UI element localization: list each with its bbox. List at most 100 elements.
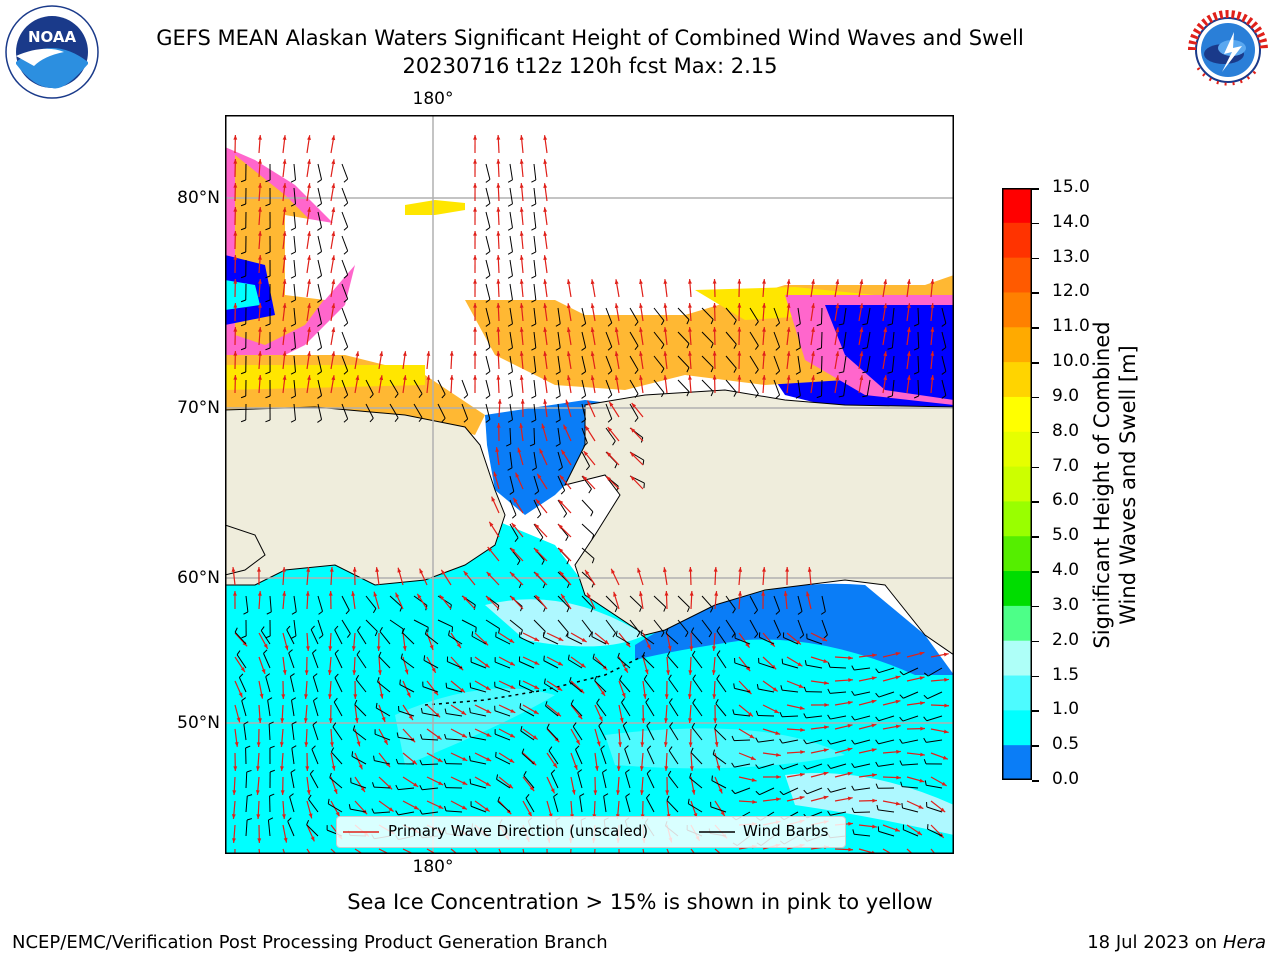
- colorbar-tick-label: 6.0: [1052, 490, 1080, 511]
- wave-arrow: [858, 824, 877, 829]
- wind-barb: [311, 745, 319, 765]
- wind-barb: [887, 355, 895, 374]
- wave-arrow: [587, 400, 596, 418]
- wind-barb: [838, 331, 847, 350]
- wind-barb: [485, 331, 491, 351]
- wave-arrow: [450, 728, 468, 738]
- nws-logo: [1182, 4, 1274, 96]
- wave-arrow: [930, 303, 935, 322]
- wave-arrow: [234, 848, 236, 854]
- wave-arrow: [306, 303, 311, 322]
- wind-barb: [485, 403, 491, 423]
- wave-arrow: [906, 676, 925, 682]
- colorbar-tick-mark: [1032, 466, 1039, 469]
- wave-arrow: [536, 473, 548, 490]
- wave-arrow: [306, 207, 311, 226]
- wave-arrow: [233, 230, 238, 250]
- wave-arrow: [639, 351, 644, 370]
- wave-arrow: [663, 375, 668, 394]
- wind-barb: [701, 331, 714, 349]
- wave-arrow: [810, 303, 815, 322]
- wave-arrow: [858, 327, 864, 346]
- wind-barb: [290, 331, 296, 351]
- wave-arrow: [546, 848, 548, 854]
- wave-arrow: [639, 303, 644, 322]
- wind-barb: [531, 379, 537, 399]
- wave-arrow: [493, 471, 500, 490]
- wave-arrow: [395, 592, 404, 610]
- wave-arrow: [330, 327, 336, 346]
- wind-barb: [289, 673, 295, 693]
- wind-barb: [312, 721, 319, 741]
- wave-arrow: [496, 374, 501, 394]
- wave-arrow: [279, 728, 284, 747]
- wave-arrow: [642, 680, 647, 699]
- wind-barb: [646, 745, 655, 765]
- wind-barb: [413, 619, 429, 633]
- wind-barb: [569, 677, 583, 693]
- wind-barb: [629, 355, 639, 375]
- wind-barb: [377, 677, 391, 693]
- wave-arrow: [543, 375, 548, 394]
- wave-arrow: [834, 303, 840, 322]
- wind-barb: [268, 721, 274, 741]
- wind-barb: [629, 331, 639, 351]
- wave-arrow: [473, 278, 477, 298]
- wave-arrow: [930, 848, 936, 854]
- wind-barb: [731, 787, 751, 795]
- wind-barb: [701, 595, 714, 613]
- wave-arrow: [351, 632, 356, 651]
- wave-arrow: [666, 656, 670, 675]
- wind-barb: [445, 682, 463, 693]
- wave-arrow: [570, 728, 581, 746]
- wave-arrow: [258, 656, 266, 675]
- wave-arrow: [328, 704, 333, 724]
- wind-barb: [617, 652, 631, 669]
- wave-arrow: [306, 183, 311, 202]
- wind-barb: [329, 772, 343, 789]
- wave-arrow: [737, 302, 742, 322]
- wind-barb: [531, 403, 537, 423]
- wave-arrow: [858, 748, 877, 754]
- wave-arrow: [535, 498, 548, 514]
- wind-barb: [557, 499, 568, 518]
- wind-barb: [711, 775, 727, 789]
- wind-barb: [317, 331, 323, 351]
- wave-arrow: [559, 570, 572, 586]
- wind-barb: [621, 698, 631, 717]
- wave-arrow: [234, 656, 246, 673]
- wave-arrow: [257, 566, 261, 586]
- wave-arrow: [305, 632, 310, 651]
- wave-arrow: [306, 824, 315, 842]
- wind-barb: [341, 379, 349, 399]
- wind-barb: [827, 739, 847, 745]
- wind-barb: [755, 710, 775, 717]
- wind-barb: [731, 735, 751, 742]
- wind-barb: [749, 595, 759, 615]
- wind-barb: [494, 729, 511, 741]
- colorbar-title: Significant Height of Combined Wind Waves…: [1090, 321, 1140, 649]
- wind-barb: [531, 331, 537, 351]
- wind-barb: [287, 817, 295, 837]
- wind-barb: [773, 331, 781, 351]
- wave-arrow: [737, 350, 742, 370]
- wind-barb: [550, 769, 559, 789]
- wind-barb: [507, 163, 513, 183]
- open-white-1: [285, 215, 355, 300]
- wind-barb: [330, 747, 343, 765]
- wave-arrow: [474, 656, 490, 669]
- wave-arrow: [666, 848, 670, 854]
- lon-label-top: 180°: [412, 89, 454, 109]
- wind-barb: [555, 427, 561, 447]
- wind-barb: [355, 674, 367, 693]
- wind-barb: [269, 793, 275, 813]
- wind-barb: [592, 653, 607, 669]
- wind-barb: [497, 796, 511, 813]
- wave-arrow: [762, 327, 766, 346]
- wind-barb: [605, 595, 618, 613]
- colorbar-tick-mark: [1032, 431, 1039, 434]
- wave-arrow: [258, 632, 269, 650]
- wind-barb: [290, 355, 296, 375]
- wind-barb: [594, 675, 607, 693]
- wave-arrow: [306, 848, 312, 854]
